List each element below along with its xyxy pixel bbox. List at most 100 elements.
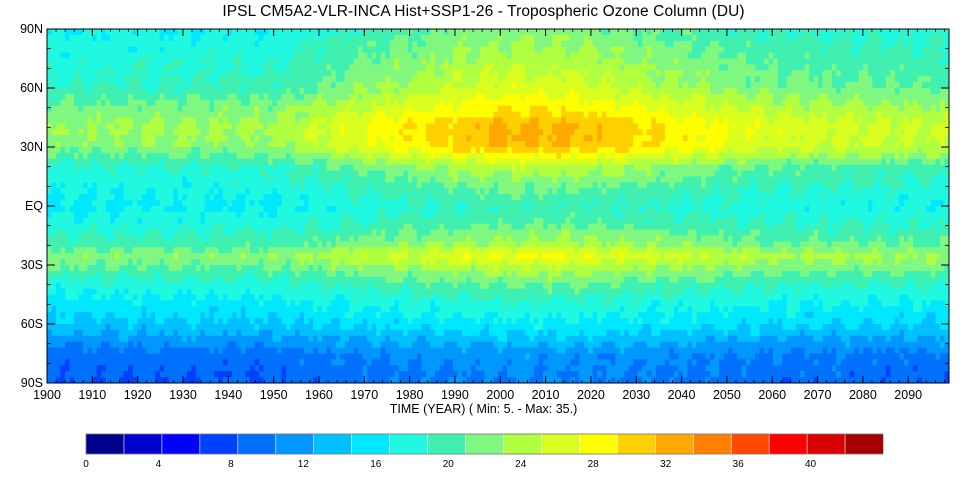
field-cell [326, 64, 332, 71]
field-cell [51, 29, 57, 36]
field-cell [407, 152, 413, 160]
field-cell [628, 117, 634, 124]
field-cell [687, 105, 693, 113]
field-cell [65, 123, 71, 130]
field-cell [768, 158, 774, 166]
field-cell [511, 147, 517, 154]
field-cell [498, 99, 504, 107]
field-cell [164, 135, 170, 142]
field-cell [380, 164, 386, 172]
field-cell [547, 164, 553, 172]
field-cell [258, 105, 265, 113]
field-cell [380, 82, 386, 89]
field-cell [939, 46, 946, 54]
field-cell [452, 58, 459, 65]
field-cell [340, 123, 346, 130]
field-cell [358, 93, 364, 101]
field-cell [416, 147, 422, 154]
field-cell [534, 58, 540, 65]
field-cell [177, 152, 183, 160]
field-cell [249, 70, 256, 77]
field-cell [69, 82, 75, 89]
field-cell [168, 170, 174, 178]
field-cell [912, 164, 919, 172]
field-cell [899, 93, 905, 101]
field-cell [448, 170, 454, 178]
field-cell [96, 58, 102, 65]
field-cell [926, 46, 932, 54]
field-cell [804, 76, 810, 83]
field-cell [295, 158, 301, 166]
field-cell [479, 34, 486, 42]
field-cell [344, 58, 350, 65]
field-cell [295, 52, 301, 60]
field-cell [570, 76, 576, 83]
field-cell [358, 123, 364, 130]
field-cell [903, 158, 910, 166]
field-cell [822, 93, 828, 101]
field-cell [290, 111, 296, 119]
field-cell [858, 52, 864, 60]
field-cell [394, 40, 400, 48]
field-cell [105, 70, 111, 77]
chart-title: IPSL CM5A2-VLR-INCA Hist+SSP1-26 - Tropo… [222, 3, 745, 20]
field-cell [407, 147, 413, 154]
field-cell [470, 129, 477, 136]
field-cell [894, 64, 900, 71]
field-cell [164, 29, 170, 36]
field-cell [371, 152, 377, 160]
field-cell [96, 123, 102, 130]
field-cell [267, 158, 274, 166]
field-cell [619, 40, 625, 48]
field-cell [105, 40, 111, 48]
field-cell [939, 141, 946, 148]
field-cell [362, 170, 368, 178]
field-cell [367, 117, 373, 124]
field-cell [349, 46, 355, 54]
field-cell [714, 105, 720, 113]
field-cell [457, 52, 463, 60]
field-cell [894, 58, 900, 65]
field-cell [624, 29, 630, 36]
field-cell [168, 105, 174, 113]
field-cell [209, 29, 215, 36]
field-cell [371, 105, 377, 113]
field-cell [313, 123, 319, 130]
field-cell [281, 105, 287, 113]
field-cell [195, 93, 201, 101]
field-cell [538, 141, 544, 148]
field-cell [434, 129, 440, 136]
field-cell [430, 147, 436, 154]
field-cell [173, 93, 179, 101]
field-cell [610, 123, 616, 130]
field-cell [565, 76, 571, 83]
field-cell [741, 58, 747, 65]
field-cell [809, 70, 815, 77]
field-cell [371, 76, 377, 83]
field-cell [529, 70, 535, 77]
field-cell [597, 88, 603, 95]
field-cell [191, 99, 197, 107]
field-cell [714, 147, 720, 154]
field-cell [448, 158, 454, 166]
field-cell [849, 70, 855, 77]
field-cell [750, 93, 756, 101]
field-cell [755, 76, 761, 83]
field-cell [714, 152, 720, 160]
field-cell [538, 64, 544, 71]
field-cell [687, 58, 693, 65]
field-cell [470, 111, 477, 119]
field-cell [709, 76, 716, 83]
field-cell [461, 141, 468, 148]
field-cell [655, 141, 661, 148]
field-cell [101, 88, 107, 95]
field-cell [561, 46, 567, 54]
field-cell [249, 58, 256, 65]
field-cell [475, 29, 481, 36]
field-cell [200, 170, 206, 178]
field-cell [340, 52, 346, 60]
field-cell [240, 135, 247, 142]
field-cell [168, 141, 174, 148]
field-cell [574, 99, 580, 107]
field-cell [705, 52, 711, 60]
